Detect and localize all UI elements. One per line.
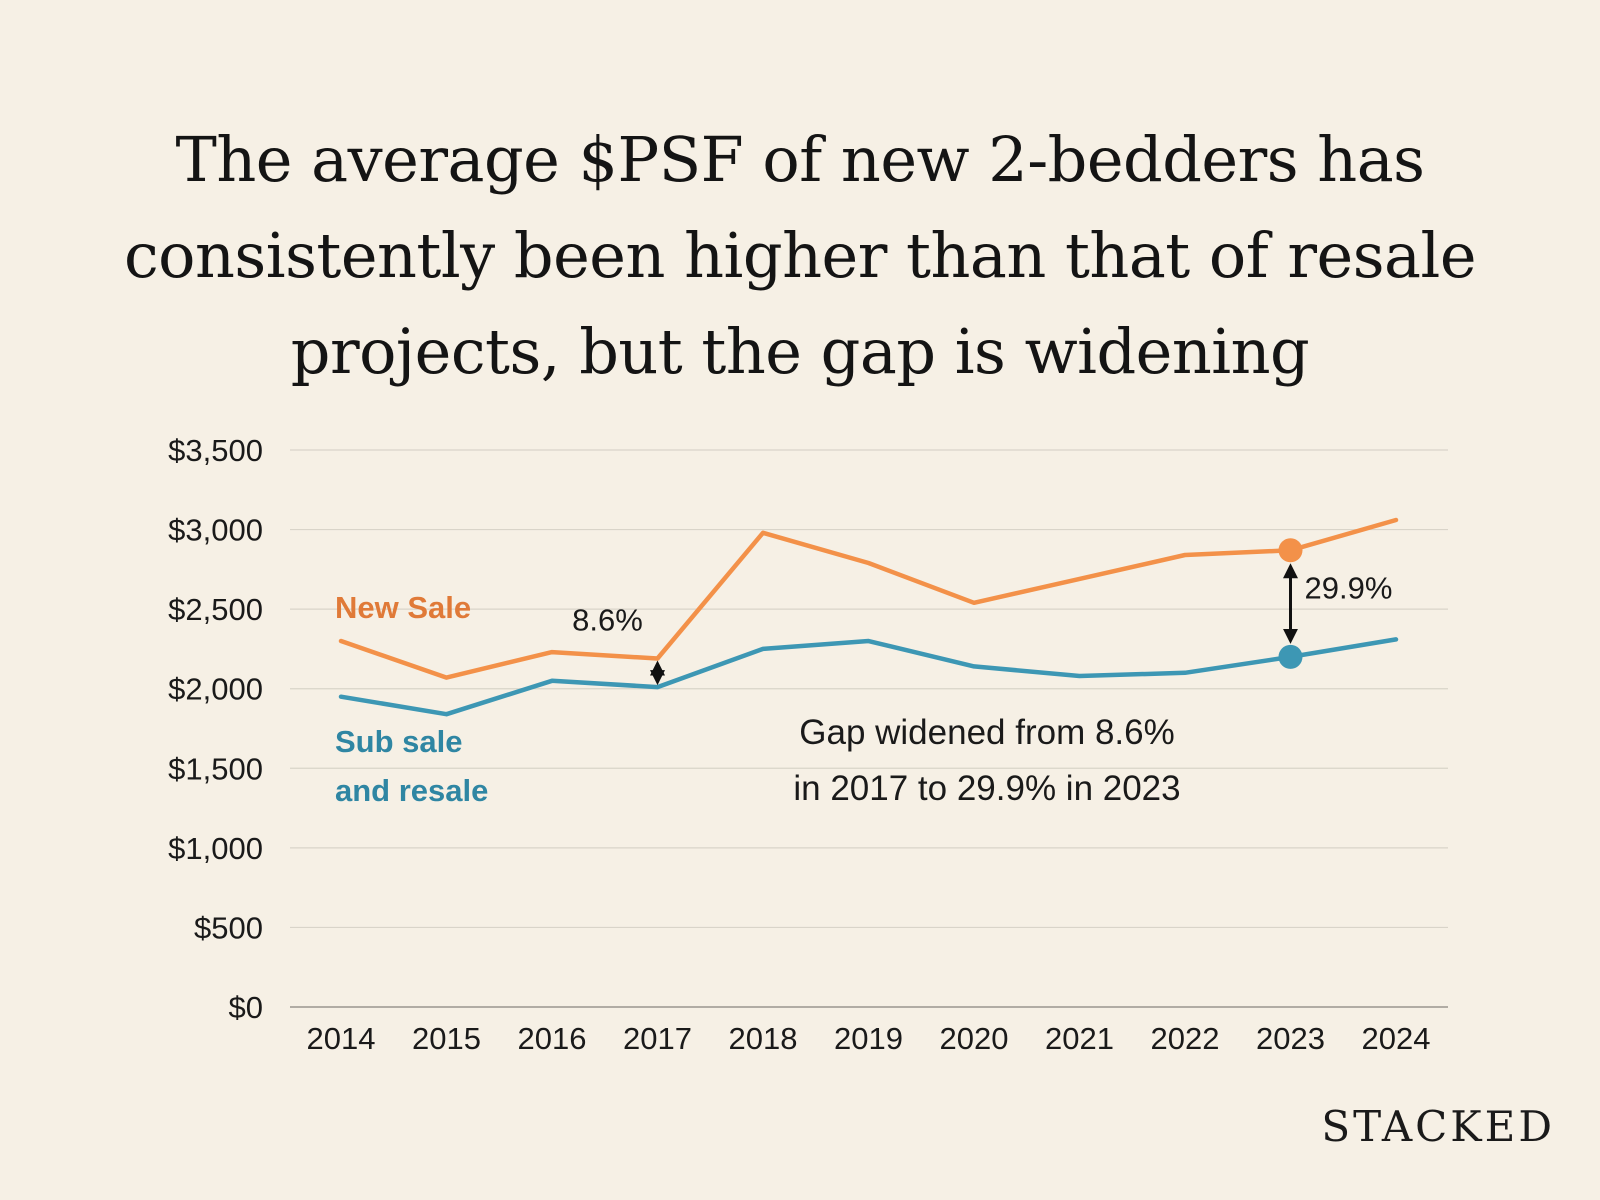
x-tick-label-2017: 2017 bbox=[623, 1021, 692, 1056]
chart-title: The average $PSF of new 2-bedders has co… bbox=[80, 112, 1520, 400]
series-label-resale-line-2: and resale bbox=[335, 773, 488, 808]
series-label-new-sale: New Sale bbox=[335, 590, 471, 625]
title-line-3: projects, but the gap is widening bbox=[290, 315, 1310, 388]
y-tick-label: $2,500 bbox=[168, 592, 263, 627]
x-tick-label-2018: 2018 bbox=[729, 1021, 798, 1056]
x-tick-label-2019: 2019 bbox=[834, 1021, 903, 1056]
gap-note-line-1: Gap widened from 8.6% bbox=[799, 713, 1174, 752]
gap-label-2023: 29.9% bbox=[1305, 571, 1393, 606]
series-line-new_sale bbox=[338, 517, 1399, 680]
gap-note-line-2: in 2017 to 29.9% in 2023 bbox=[793, 769, 1180, 808]
x-tick-label-2015: 2015 bbox=[412, 1021, 481, 1056]
series-line-resale bbox=[338, 637, 1399, 717]
gap-label-2017: 8.6% bbox=[572, 602, 643, 637]
x-tick-label-2021: 2021 bbox=[1045, 1021, 1114, 1056]
y-tick-label: $500 bbox=[194, 910, 263, 945]
y-tick-label: $1,000 bbox=[168, 831, 263, 866]
x-tick-label-2014: 2014 bbox=[307, 1021, 376, 1056]
x-tick-label-2016: 2016 bbox=[518, 1021, 587, 1056]
brand-logo: STACKED bbox=[1321, 1102, 1555, 1151]
x-tick-label-2020: 2020 bbox=[940, 1021, 1009, 1056]
y-tick-label: $3,500 bbox=[168, 433, 263, 468]
x-tick-label-2023: 2023 bbox=[1256, 1021, 1325, 1056]
title-line-2: consistently been higher than that of re… bbox=[123, 219, 1477, 292]
y-tick-label: $0 bbox=[229, 990, 263, 1025]
y-tick-label: $1,500 bbox=[168, 751, 263, 786]
series-label-resale-line-1: Sub sale bbox=[335, 724, 463, 759]
y-tick-label: $3,000 bbox=[168, 513, 263, 548]
point-new-sale-2023 bbox=[1278, 538, 1303, 563]
x-tick-label-2022: 2022 bbox=[1151, 1021, 1220, 1056]
title-line-1: The average $PSF of new 2-bedders has bbox=[175, 123, 1425, 196]
x-tick-label-2024: 2024 bbox=[1362, 1021, 1431, 1056]
point-resale-2023 bbox=[1278, 644, 1303, 669]
y-tick-label: $2,000 bbox=[168, 672, 263, 707]
